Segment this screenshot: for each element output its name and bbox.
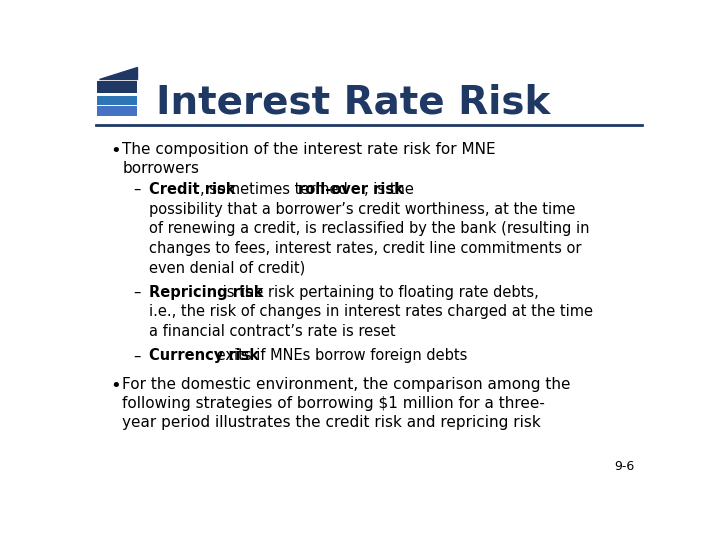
Text: is the risk pertaining to floating rate debts,: is the risk pertaining to floating rate … (217, 285, 539, 300)
Bar (96, 80, 137, 93)
Text: •: • (110, 141, 121, 160)
Text: The composition of the interest rate risk for MNE
borrowers: The composition of the interest rate ris… (122, 141, 496, 176)
Text: , sometimes termed: , sometimes termed (200, 182, 353, 197)
Text: –: – (133, 348, 140, 363)
Text: 9-6: 9-6 (613, 460, 634, 473)
Text: exits if MNEs borrow foreign debts: exits if MNEs borrow foreign debts (212, 348, 467, 363)
Text: Repricing risk: Repricing risk (148, 285, 263, 300)
Text: –: – (133, 285, 140, 300)
Text: Currency risk: Currency risk (148, 348, 258, 363)
Text: For the domestic environment, the comparison among the
following strategies of b: For the domestic environment, the compar… (122, 377, 571, 430)
Text: Interest Rate Risk: Interest Rate Risk (156, 84, 550, 122)
Text: •: • (110, 377, 121, 395)
Text: of renewing a credit, is reclassified by the bank (resulting in: of renewing a credit, is reclassified by… (148, 221, 589, 236)
Text: even denial of credit): even denial of credit) (148, 260, 305, 275)
Text: a financial contract’s rate is reset: a financial contract’s rate is reset (148, 324, 395, 339)
Text: roll-over risk: roll-over risk (297, 182, 403, 197)
Bar (96, 106, 137, 116)
Text: changes to fees, interest rates, credit line commitments or: changes to fees, interest rates, credit … (148, 241, 581, 255)
Text: i.e., the risk of changes in interest rates charged at the time: i.e., the risk of changes in interest ra… (148, 305, 593, 319)
Text: possibility that a borrower’s credit worthiness, at the time: possibility that a borrower’s credit wor… (148, 201, 575, 217)
Polygon shape (99, 67, 137, 79)
Text: , is the: , is the (364, 182, 414, 197)
Bar (96, 96, 137, 105)
Text: –: – (133, 182, 140, 197)
Text: Credit risk: Credit risk (148, 182, 235, 197)
